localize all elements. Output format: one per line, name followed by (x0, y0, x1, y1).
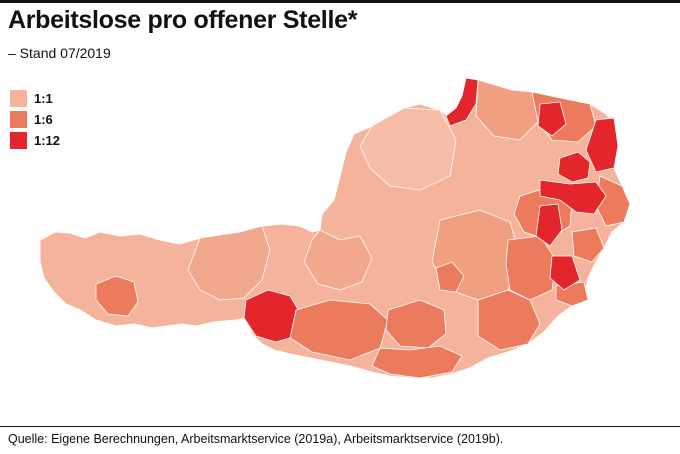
region-carinthia-east (385, 299, 447, 349)
legend-label: 1:12 (34, 133, 61, 148)
region-lower-austria-west (475, 79, 541, 141)
legend-label: 1:1 (34, 91, 53, 106)
legend-swatch (10, 111, 27, 128)
region-carinthia-south (371, 345, 463, 379)
legend: 1:1 1:6 1:12 (10, 88, 60, 151)
legend-swatch (10, 132, 27, 149)
chart-title: Arbeitslose pro offener Stelle* (8, 6, 358, 34)
legend-swatch (10, 90, 27, 107)
chart-subtitle: – Stand 07/2019 (8, 45, 111, 61)
source-note: Quelle: Eigene Berechnungen, Arbeitsmark… (8, 432, 504, 446)
region-waldviertel-east (537, 101, 567, 137)
legend-item-1-6: 1:6 (10, 109, 60, 130)
region-moedling (535, 203, 563, 247)
top-rule (0, 0, 680, 3)
legend-item-1-12: 1:12 (10, 130, 60, 151)
region-styria-south (477, 289, 541, 351)
region-vorarlberg-mid (95, 275, 139, 317)
region-weinviertel-east (585, 117, 619, 173)
region-burgenland-mid (571, 227, 605, 263)
region-upper-austria-light (359, 107, 457, 191)
region-tyrol-light (187, 225, 271, 301)
legend-label: 1:6 (34, 112, 53, 127)
bottom-rule (0, 426, 680, 427)
region-vienna (557, 151, 591, 183)
region-gmuend (445, 77, 479, 127)
region-salzburg-light (303, 229, 373, 291)
region-vienna-surroundings (539, 179, 607, 215)
region-mid-murtal (435, 261, 465, 293)
region-neunkirchen (549, 255, 581, 291)
legend-item-1-1: 1:1 (10, 88, 60, 109)
